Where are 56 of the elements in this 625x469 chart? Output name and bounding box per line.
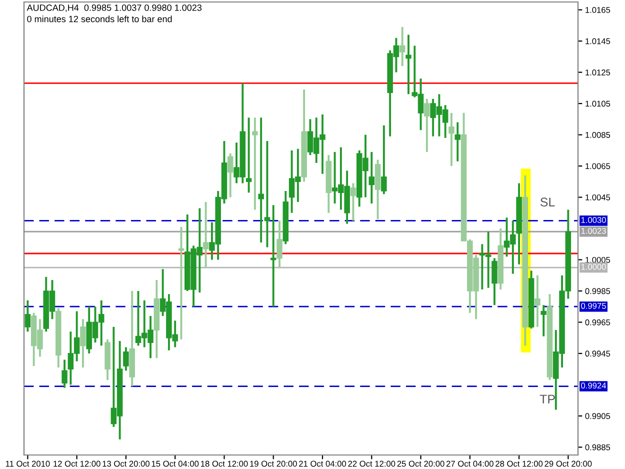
candlestick: [406, 34, 412, 96]
y-tick-label: 0.9985: [585, 288, 610, 294]
annotation: TP: [540, 394, 555, 404]
candlestick: [448, 112, 454, 167]
y-tick-label: 1.0125: [586, 69, 610, 76]
candlestick: [227, 152, 234, 198]
candlestick: [399, 26, 406, 68]
x-tick-label: 11 Oct 2010: [6, 460, 50, 467]
x-tick-label: 29 Oct 20:00: [544, 460, 592, 467]
candlestick: [350, 182, 356, 222]
x-tick-label: 21 Oct 04:00: [299, 460, 346, 467]
y-tick-label: 0.9905: [585, 413, 610, 420]
x-tick-label: 19 Oct 20:00: [250, 460, 297, 467]
y-tick-label: 0.9885: [585, 444, 610, 450]
y-tick-label: 0.9945: [585, 350, 610, 357]
candlestick: [80, 318, 86, 368]
chart-title: AUDCAD,H4 0.9985 1.0037 0.9980 1.0023: [26, 4, 202, 12]
candlestick: [252, 116, 258, 211]
candlestick: [264, 140, 270, 248]
candlestick: [178, 226, 184, 340]
candlestick: [424, 98, 430, 153]
candlestick: [492, 257, 498, 306]
candlestick: [368, 150, 375, 204]
candlestick: [454, 121, 460, 162]
y-tick-label: 1.0045: [586, 194, 610, 200]
x-tick-label: 12 Oct 12:00: [54, 460, 100, 467]
candlestick: [381, 124, 387, 196]
x-tick-label: 28 Oct 12:00: [496, 460, 543, 467]
ref-line-label: 0.9975: [581, 302, 606, 309]
ref-line-label: 1.0023: [581, 228, 606, 234]
candlestick: [276, 220, 282, 269]
x-tick-label: 18 Oct 12:00: [201, 460, 248, 467]
ref-line-label: 1.0000: [581, 264, 606, 270]
candlestick: [540, 304, 546, 338]
y-tick-label: 1.0085: [586, 132, 610, 138]
y-tick-label: 0.9965: [585, 319, 610, 326]
x-tick-label: 15 Oct 04:00: [152, 460, 199, 467]
candlestick: [534, 274, 540, 328]
y-tick-label: 1.0145: [586, 38, 610, 44]
x-tick-label: 22 Oct 12:00: [348, 460, 396, 467]
candlestick: [123, 346, 129, 372]
ref-line-label: 0.9924: [581, 382, 606, 389]
x-tick-label: 25 Oct 20:00: [397, 460, 444, 467]
candlestick: [24, 299, 31, 333]
y-tick-label: 1.0165: [586, 7, 610, 13]
annotation: SL: [540, 198, 555, 206]
candlestick: [246, 116, 252, 194]
x-tick-label: 13 Oct 20:00: [102, 460, 150, 467]
y-tick-label: 1.0065: [586, 163, 610, 170]
candlestick: [258, 116, 264, 244]
y-tick-label: 1.0105: [586, 100, 610, 107]
text: 0 minutes 12 seconds left to bar end: [27, 16, 172, 22]
candlestick: [62, 358, 68, 389]
x-tick-label: 27 Oct 04:00: [446, 460, 494, 467]
candlestick: [202, 200, 209, 269]
ref-line-label: 1.0030: [581, 217, 606, 223]
